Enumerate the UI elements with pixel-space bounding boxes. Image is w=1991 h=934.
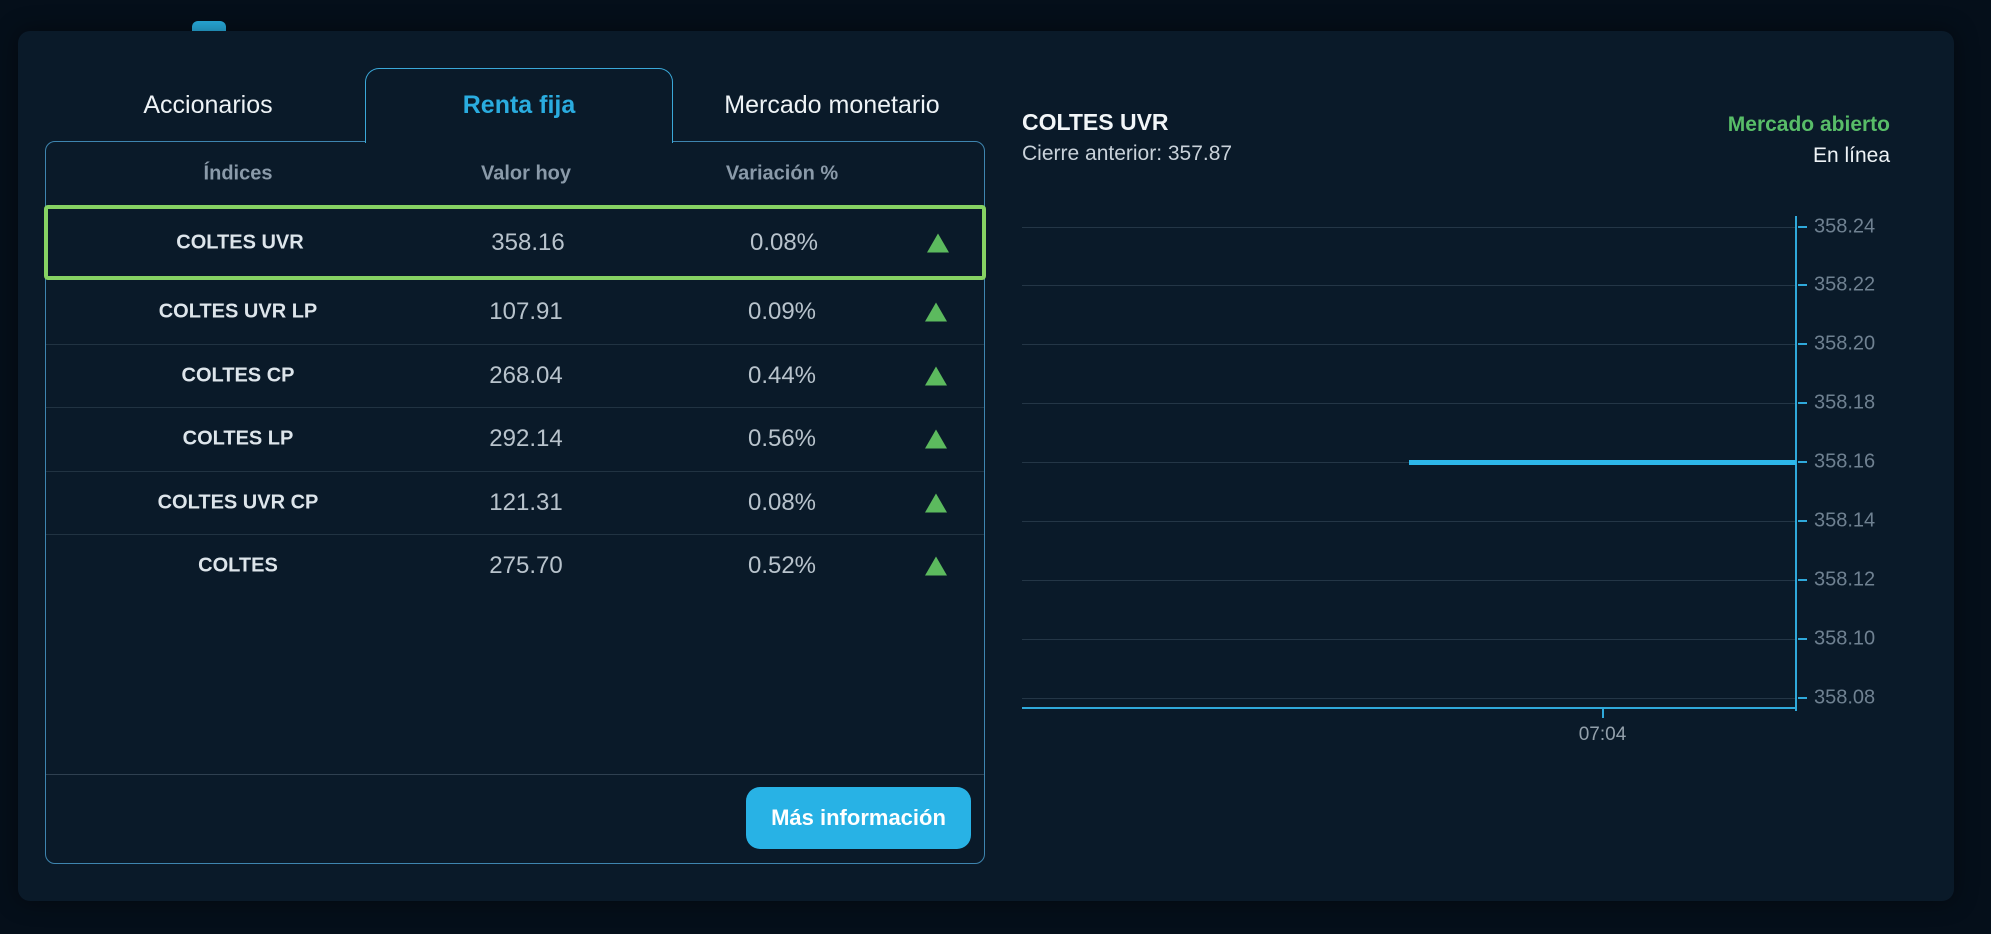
index-name: COLTES CP [181,364,295,387]
y-axis-label: 358.12 [1814,568,1876,591]
index-variation: 0.52% [747,552,817,580]
index-name: COLTES UVR [176,231,304,253]
index-value: 358.16 [491,228,565,256]
index-name: COLTES [198,554,278,577]
index-value: 292.14 [489,425,563,453]
table-footer-divider [46,774,984,775]
x-axis-line [1022,707,1797,709]
market-widget-card: Accionarios Renta fija Mercado monetario… [18,31,1954,901]
selected-index-title: COLTES UVR [1022,109,1169,135]
y-axis-tick [1798,284,1807,287]
chart-gridline [1022,638,1796,640]
table-row[interactable]: COLTES 275.70 0.52% [46,534,984,598]
table-row[interactable]: COLTES CP 268.04 0.44% [46,343,984,408]
tab-accionarios[interactable]: Accionarios [143,91,273,119]
table-header-row: Índices Valor hoy Variación % [46,142,984,206]
more-info-button[interactable]: Más información [746,787,971,849]
y-axis-label: 358.08 [1814,686,1876,709]
index-name: COLTES UVR LP [158,300,318,323]
previous-close-label: Cierre anterior: 357.87 [1022,142,1233,165]
y-axis-tick [1798,578,1807,581]
table-row[interactable]: COLTES UVR CP 121.31 0.08% [46,470,984,535]
y-axis-tick [1798,343,1807,346]
y-axis-tick [1798,402,1807,405]
header-indices: Índices [203,162,273,185]
chart-gridline [1022,697,1796,699]
index-value: 268.04 [489,361,563,389]
tab-mercado-monetario[interactable]: Mercado monetario [724,91,940,119]
y-axis-label: 358.10 [1814,627,1876,650]
up-triangle-icon [925,493,947,513]
y-axis-line [1795,216,1797,711]
market-status-badge: Mercado abierto [1727,113,1890,136]
index-name: COLTES LP [182,427,294,450]
table-row[interactable]: COLTES LP 292.14 0.56% [46,407,984,471]
y-axis-label: 358.14 [1814,509,1876,532]
header-valor-hoy: Valor hoy [480,162,572,185]
table-row-selected[interactable]: COLTES UVR 358.16 0.08% [44,205,986,280]
index-variation: 0.09% [747,297,817,325]
y-axis-tick [1798,637,1807,640]
chart-gridline [1022,521,1796,522]
index-value: 121.31 [489,488,563,516]
y-axis-tick [1798,520,1807,522]
index-value: 275.70 [489,552,563,580]
chart-gridline [1022,226,1796,228]
header-variacion: Variación % [725,162,839,185]
chart-gridline [1022,344,1796,346]
chart-gridline [1022,285,1796,287]
top-tab-notch [192,21,226,31]
index-name: COLTES UVR CP [157,491,319,514]
y-axis-tick [1798,461,1807,464]
up-triangle-icon [925,429,947,449]
y-axis-label: 358.16 [1814,450,1876,473]
up-triangle-icon [925,302,947,322]
index-variation: 0.08% [749,228,819,256]
index-variation: 0.44% [747,361,817,389]
up-triangle-icon [925,366,947,386]
y-axis-tick [1798,225,1807,228]
y-axis-label: 358.24 [1814,215,1876,237]
price-line [1409,459,1796,465]
online-status-label: En línea [1812,144,1890,167]
tab-renta-fija[interactable]: Renta fija [365,68,673,143]
chart-gridline [1022,403,1796,405]
x-axis-tick [1601,709,1604,718]
y-axis-label: 358.22 [1814,273,1876,296]
x-axis-label: 07:04 [1578,724,1627,745]
index-variation: 0.56% [747,425,817,453]
table-rows: COLTES UVR LP 107.91 0.09% COLTES CP 268… [46,280,984,598]
y-axis-tick [1798,696,1807,699]
y-axis-label: 358.20 [1814,332,1876,355]
price-chart: 358.24 358.22 358.20 358.18 358.16 358.14 358.… [1022,215,1875,745]
indices-table: Índices Valor hoy Variación % COLTES UVR… [44,141,986,864]
up-triangle-icon [925,556,947,576]
y-axis-label: 358.18 [1814,391,1876,414]
chart-gridline [1022,579,1796,581]
index-value: 107.91 [489,297,563,325]
table-row[interactable]: COLTES UVR LP 107.91 0.09% [46,280,984,344]
up-triangle-icon [927,233,949,252]
index-variation: 0.08% [747,488,817,516]
